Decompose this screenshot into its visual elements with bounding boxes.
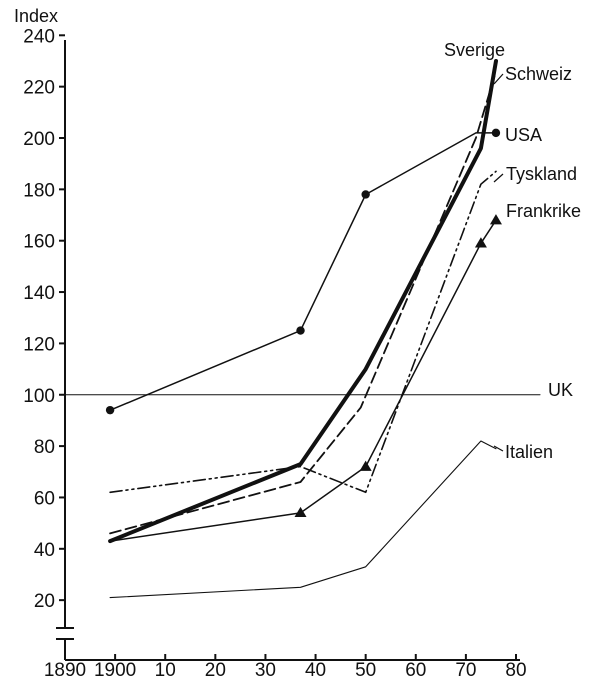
- series-line-schweiz: [109, 70, 497, 535]
- data-point-frankrike: [489, 214, 502, 225]
- y-tick-label: 140: [23, 283, 55, 304]
- y-tick-label: 220: [23, 78, 55, 99]
- data-point-usa: [491, 128, 501, 138]
- x-tick-label: 70: [455, 660, 476, 679]
- y-tick-label: 20: [34, 591, 55, 612]
- series-label-italien: Italien: [505, 442, 553, 462]
- x-tick-label: 1890: [44, 660, 86, 679]
- x-tick-label: 20: [205, 660, 226, 679]
- series-label-frankrike: Frankrike: [506, 201, 581, 221]
- x-tick-label: 50: [355, 660, 376, 679]
- x-tick-label: 10: [155, 660, 176, 679]
- data-point-usa: [296, 326, 305, 335]
- leader-line-italien: [493, 445, 504, 452]
- x-tick-label: 1900: [94, 660, 136, 679]
- data-point-frankrike: [474, 237, 487, 248]
- series-line-frankrike: [109, 219, 497, 542]
- data-point-frankrike: [294, 506, 307, 518]
- x-tick-label: 80: [505, 660, 526, 679]
- y-tick-label: 80: [34, 437, 55, 458]
- y-tick-label: 180: [23, 180, 55, 201]
- series-label-uk: UK: [548, 380, 573, 400]
- series-layer: [64, 59, 541, 599]
- series-label-schweiz: Schweiz: [505, 64, 572, 84]
- y-tick-label: 60: [34, 488, 55, 509]
- y-tick-label: 160: [23, 232, 55, 253]
- leader-line-schweiz: [493, 73, 504, 85]
- y-axis-title: Index: [14, 6, 58, 26]
- x-tick-label: 60: [405, 660, 426, 679]
- axes: 20 40 60 80 100 120 140 160 180 200 220 240 1890 1900…: [23, 26, 526, 679]
- data-point-usa: [361, 190, 370, 199]
- series-line-usa: [109, 132, 497, 411]
- series-label-sverige: Sverige: [444, 40, 505, 60]
- y-tick-label: 240: [23, 26, 55, 47]
- series-line-italien: [109, 440, 497, 599]
- data-point-usa: [105, 405, 115, 415]
- series-line-sverige: [108, 59, 498, 544]
- y-tick-label: 100: [23, 386, 55, 407]
- y-tick-label: 40: [34, 540, 55, 561]
- data-point-frankrike: [359, 460, 372, 471]
- x-tick-label: 30: [255, 660, 276, 679]
- series-line-tyskland: [109, 170, 497, 494]
- series-label-usa: USA: [505, 125, 542, 145]
- y-tick-label: 200: [23, 129, 55, 150]
- leader-line-tyskland: [493, 173, 504, 183]
- y-tick-label: 120: [23, 334, 55, 355]
- series-label-tyskland: Tyskland: [506, 164, 577, 184]
- x-tick-label: 40: [305, 660, 326, 679]
